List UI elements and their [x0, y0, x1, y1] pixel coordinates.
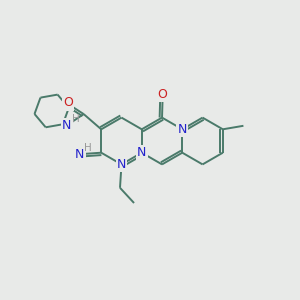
- Text: O: O: [63, 96, 73, 109]
- Text: N: N: [137, 146, 146, 159]
- Text: H: H: [72, 114, 80, 124]
- Text: N: N: [178, 123, 187, 136]
- Text: N: N: [75, 148, 84, 161]
- Text: N: N: [117, 158, 126, 171]
- Text: H: H: [84, 142, 92, 153]
- Text: N: N: [62, 119, 71, 132]
- Text: O: O: [158, 88, 168, 101]
